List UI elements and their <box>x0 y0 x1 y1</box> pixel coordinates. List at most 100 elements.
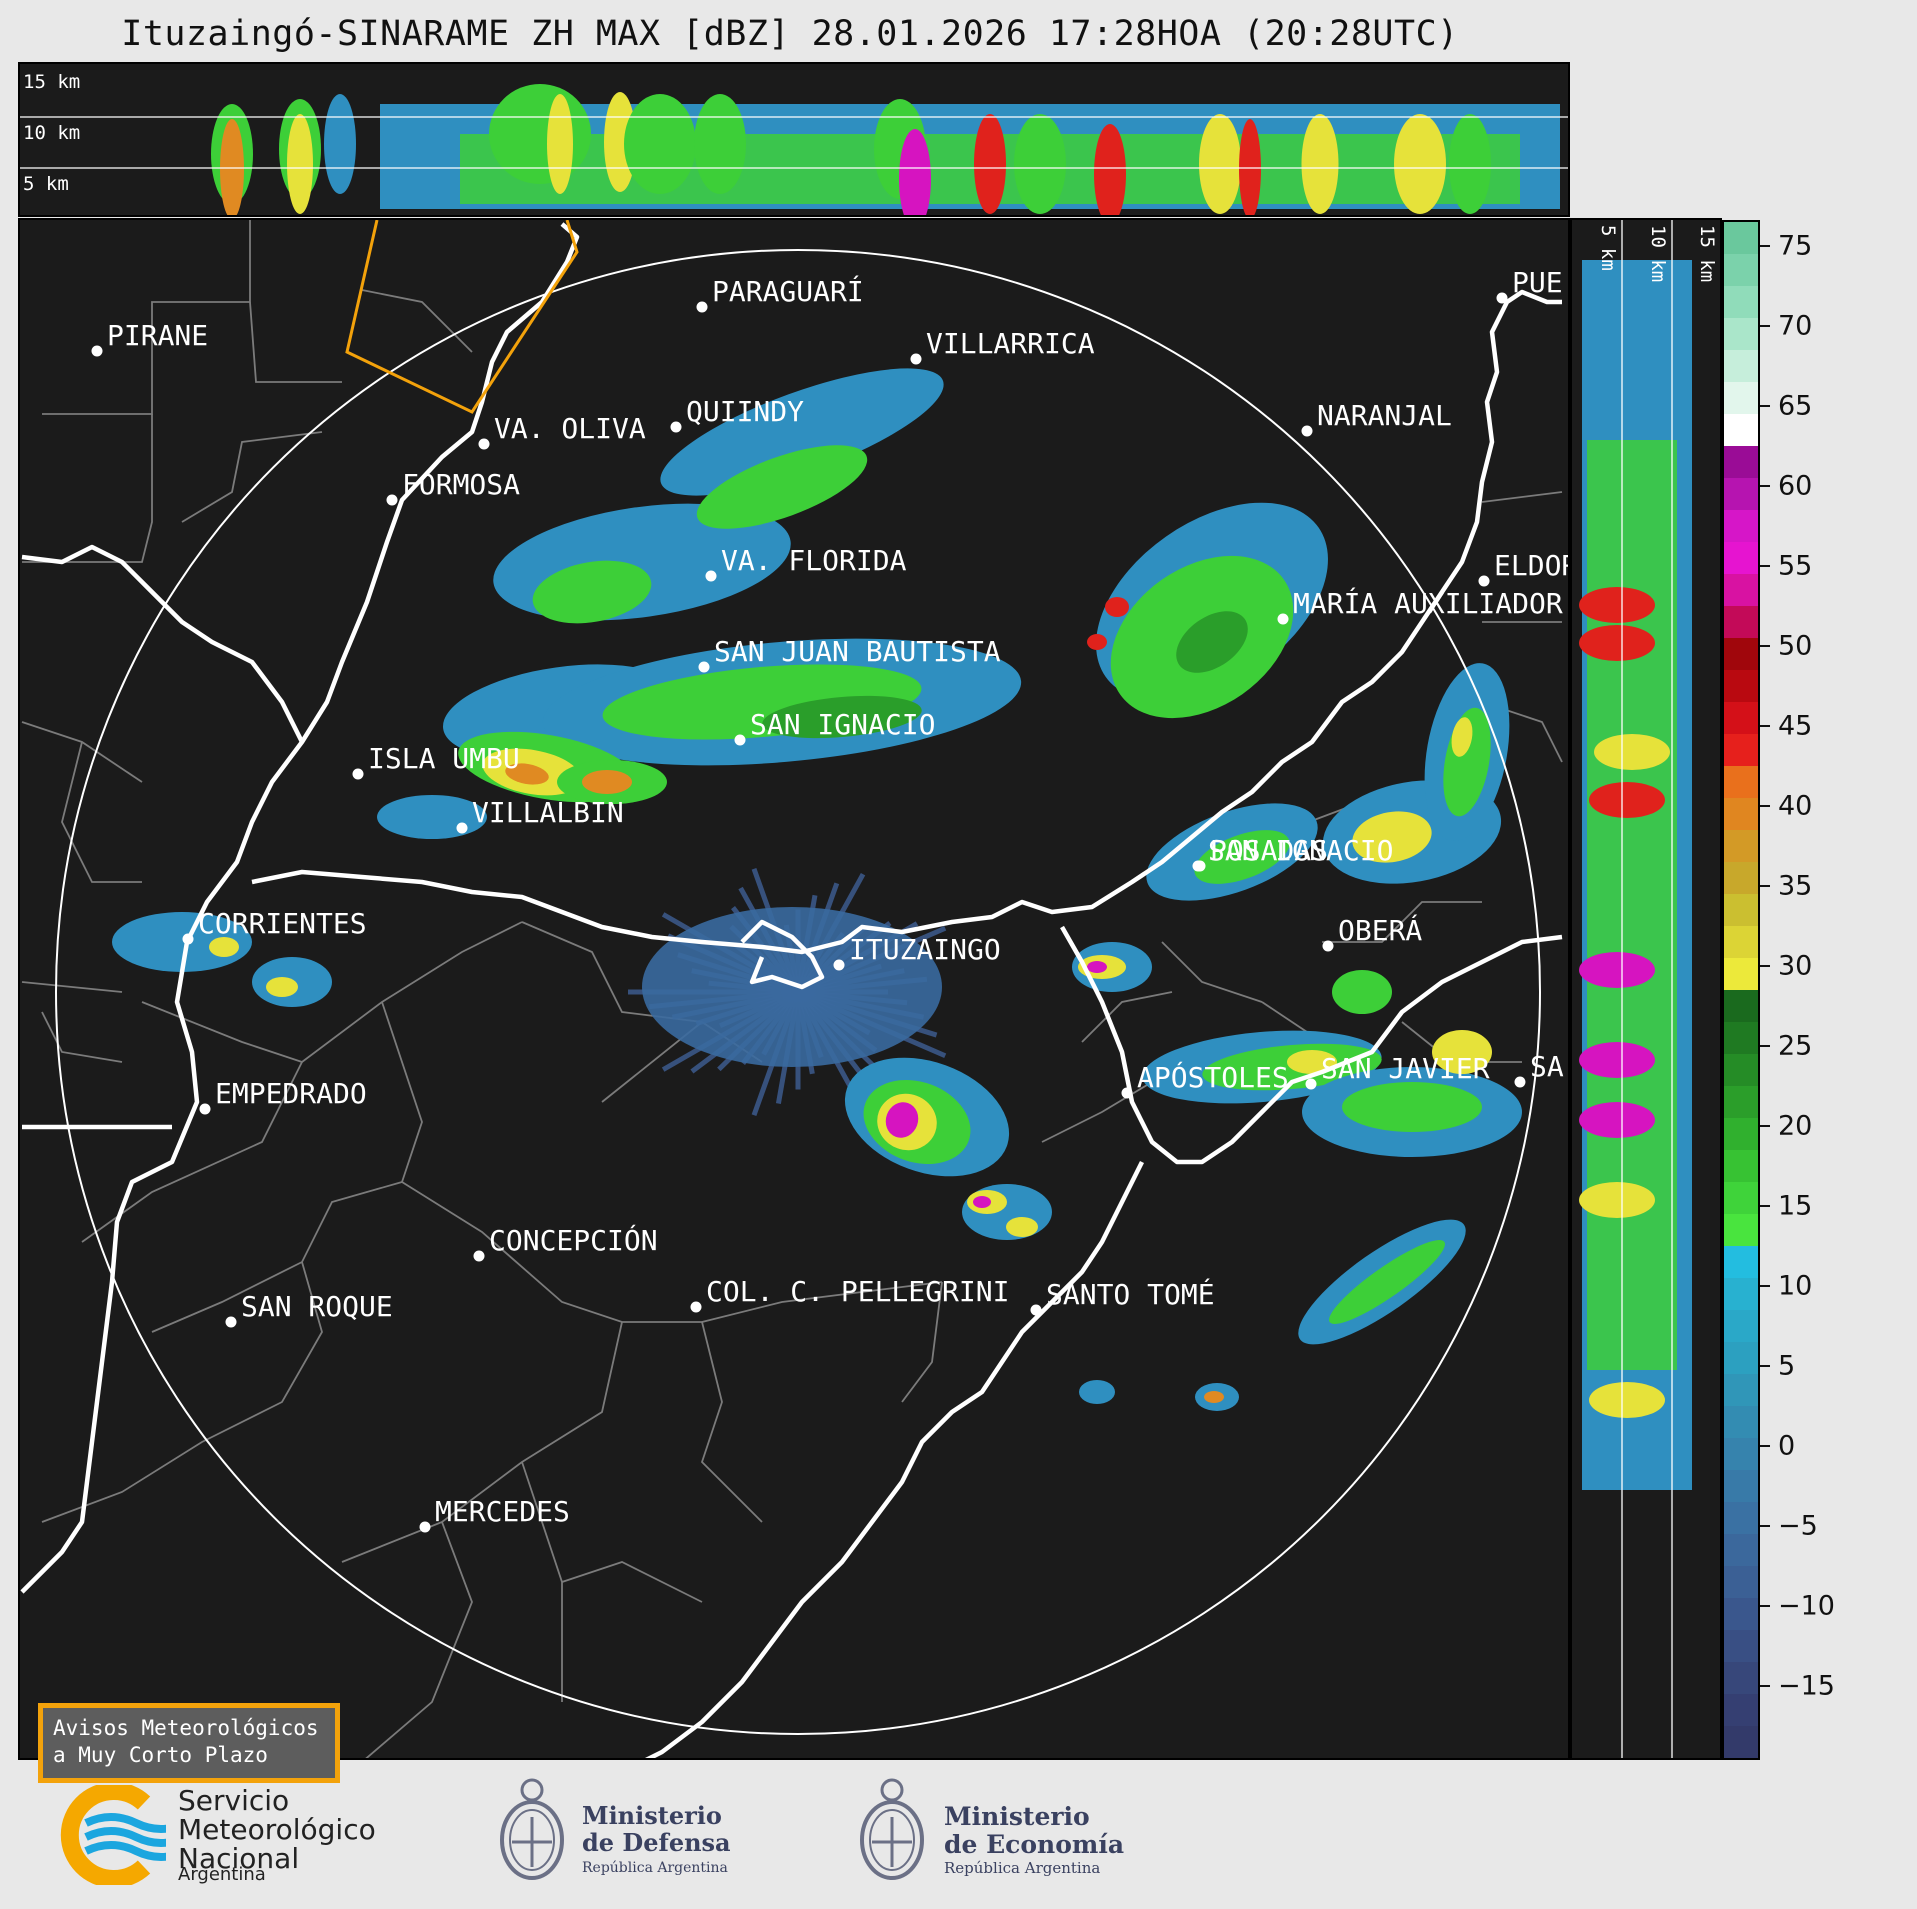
colorbar-tick-mark <box>1760 885 1770 887</box>
city-marker: SAN ROQUE <box>225 1290 393 1328</box>
echo-cell <box>624 94 696 194</box>
city-marker: ELDOR <box>1478 549 1568 587</box>
colorbar-tick-label: 30 <box>1778 950 1813 982</box>
echo-cell <box>1094 124 1126 215</box>
city-dot <box>1496 292 1508 304</box>
colorbar-band <box>1724 510 1758 543</box>
city-marker: APÓSTOLES <box>1121 1060 1289 1099</box>
echo-cell <box>1394 114 1446 214</box>
height-label-5km: 5 km <box>23 173 69 195</box>
city-label: SA <box>1530 1050 1564 1083</box>
city-labels: PIRANE PARAGUARÍ VILLARRICA QUIINDY VA. OLIV… <box>91 266 1568 1533</box>
colorbar-band <box>1724 638 1758 671</box>
city-dot <box>1305 1078 1317 1090</box>
echo-cell <box>266 977 298 997</box>
colorbar-tick-label: 0 <box>1778 1430 1796 1462</box>
colorbar-band <box>1724 734 1758 767</box>
city-label: QUIINDY <box>686 395 804 428</box>
radar-map: PIRANE PARAGUARÍ VILLARRICA QUIINDY VA. OLIV… <box>20 220 1568 1758</box>
city-label: ITUZAINGO <box>849 933 1001 966</box>
colorbar-band <box>1724 478 1758 511</box>
colorbar-tick-label: 60 <box>1778 470 1813 502</box>
city-dot <box>698 661 710 673</box>
colorbar-band <box>1724 222 1758 255</box>
colorbar-band <box>1724 798 1758 831</box>
city-label: PIRANE <box>107 319 208 352</box>
smn-line3: Nacional <box>178 1842 300 1875</box>
echo-cell <box>642 907 942 1067</box>
colorbar-tick-label: 70 <box>1778 310 1813 342</box>
side-height-label-10km: 10 km <box>1647 225 1669 282</box>
city-label: SAN IGNACIO <box>750 708 935 741</box>
city-dot <box>225 1316 237 1328</box>
echo-cell <box>287 114 313 214</box>
colorbar-tick-mark <box>1760 1365 1770 1367</box>
city-label: SAN JAVIER <box>1321 1052 1490 1085</box>
city-marker: MERCEDES <box>419 1495 570 1533</box>
city-label: SANTO TOMÉ <box>1046 1277 1215 1311</box>
city-label: EMPEDRADO <box>215 1077 367 1110</box>
defensa-line2: de Defensa <box>582 1828 731 1857</box>
echo-cell <box>1176 611 1248 673</box>
colorbar-band <box>1724 1118 1758 1151</box>
warning-legend-box: Avisos Meteorológicos a Muy Corto Plazo <box>38 1703 340 1783</box>
echo-cell <box>696 445 868 529</box>
colorbar-tick-label: 65 <box>1778 390 1813 422</box>
colorbar-band <box>1724 1310 1758 1343</box>
economia-line2: de Economía <box>944 1830 1125 1859</box>
city-dot <box>734 734 746 746</box>
echo-cell <box>1589 782 1665 818</box>
side-height-profile-panel: 5 km 10 km 15 km <box>1570 218 1722 1760</box>
economia-coat-of-arms-icon <box>860 1778 924 1880</box>
colorbar-tick-label: 45 <box>1778 710 1813 742</box>
colorbar-band <box>1724 958 1758 991</box>
colorbar-band <box>1724 414 1758 447</box>
colorbar-tick-mark <box>1760 965 1770 967</box>
city-label: OBERÁ <box>1338 913 1422 947</box>
city-marker: SAN JUAN BAUTISTA <box>698 635 1001 673</box>
radar-echoes <box>112 368 1522 1411</box>
colorbar-tick-mark <box>1760 1605 1770 1607</box>
colorbar-tick-mark <box>1760 1045 1770 1047</box>
colorbar-band <box>1724 1662 1758 1695</box>
side-profile-graphic: 5 km 10 km 15 km <box>1579 220 1718 1758</box>
city-label: NARANJAL <box>1317 399 1452 432</box>
colorbar-band <box>1724 1438 1758 1471</box>
colorbar-band <box>1724 1726 1758 1758</box>
echo-cell <box>660 368 944 496</box>
city-marker: ISLA UMBU <box>352 742 520 780</box>
city-dot <box>473 1250 485 1262</box>
city-label: CONCEPCIÓN <box>489 1223 658 1257</box>
echo-cell <box>1239 119 1261 215</box>
top-profile-graphic: 15 km 10 km 5 km <box>20 71 1568 215</box>
city-dot <box>1194 860 1206 872</box>
city-label: SAN IGNACIO <box>1208 834 1393 867</box>
colorbar-band <box>1724 446 1758 479</box>
city-dot <box>705 570 717 582</box>
city-label: VILLARRICA <box>926 327 1095 360</box>
echo-cell <box>974 114 1006 214</box>
chart-title: Ituzaingó-SINARAME ZH MAX [dBZ] 28.01.20… <box>121 14 1459 54</box>
colorbar-tick-label: 5 <box>1778 1350 1796 1382</box>
echo-cell <box>1287 1050 1337 1074</box>
city-dot <box>478 438 490 450</box>
echo-cell <box>1579 1102 1655 1138</box>
city-dot <box>696 301 708 313</box>
colorbar-band <box>1724 830 1758 863</box>
colorbar-tick-mark <box>1760 405 1770 407</box>
colorbar-band <box>1724 254 1758 287</box>
side-height-label-5km: 5 km <box>1597 225 1619 271</box>
smn-logo-icon <box>60 1785 166 1885</box>
colorbar-tick-mark <box>1760 1445 1770 1447</box>
colorbar-tick-mark <box>1760 565 1770 567</box>
city-marker: NARANJAL <box>1301 399 1452 437</box>
colorbar-band <box>1724 1150 1758 1183</box>
echo-cell <box>1199 114 1241 214</box>
colorbar-tick-label: 55 <box>1778 550 1813 582</box>
echo-cell <box>547 94 573 194</box>
city-dot <box>1277 613 1289 625</box>
colorbar-tick-mark <box>1760 485 1770 487</box>
colorbar-band <box>1724 1374 1758 1407</box>
city-label: VA. FLORIDA <box>721 544 907 577</box>
city-marker: VILLARRICA <box>910 327 1095 365</box>
